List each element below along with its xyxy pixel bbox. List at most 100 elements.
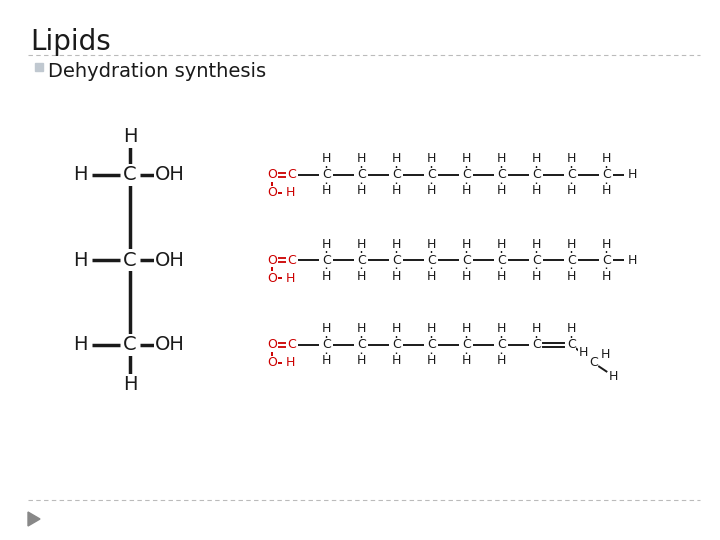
Text: H: H bbox=[531, 322, 541, 335]
Text: H: H bbox=[497, 269, 506, 282]
Text: H: H bbox=[356, 269, 366, 282]
Bar bbox=[35, 63, 43, 71]
Text: O: O bbox=[267, 272, 277, 285]
Text: C: C bbox=[589, 355, 598, 368]
Text: H: H bbox=[392, 185, 401, 198]
Text: H: H bbox=[73, 335, 87, 354]
Text: H: H bbox=[462, 322, 471, 335]
Text: H: H bbox=[497, 185, 506, 198]
Text: C: C bbox=[357, 168, 366, 181]
Text: O: O bbox=[267, 168, 277, 181]
Text: C: C bbox=[427, 168, 436, 181]
Text: H: H bbox=[322, 354, 331, 368]
Text: C: C bbox=[497, 253, 505, 267]
Text: H: H bbox=[567, 238, 576, 251]
Text: H: H bbox=[497, 152, 506, 165]
Text: C: C bbox=[497, 168, 505, 181]
Text: H: H bbox=[322, 322, 331, 335]
Text: C: C bbox=[532, 253, 541, 267]
Text: H: H bbox=[73, 165, 87, 185]
Text: H: H bbox=[531, 269, 541, 282]
Text: H: H bbox=[426, 152, 436, 165]
Text: H: H bbox=[356, 185, 366, 198]
Text: H: H bbox=[356, 354, 366, 368]
Text: H: H bbox=[462, 238, 471, 251]
Text: C: C bbox=[357, 339, 366, 352]
Text: C: C bbox=[462, 339, 471, 352]
Text: H: H bbox=[322, 152, 331, 165]
Text: C: C bbox=[462, 168, 471, 181]
Text: H: H bbox=[392, 238, 401, 251]
Text: H: H bbox=[392, 269, 401, 282]
Text: H: H bbox=[426, 269, 436, 282]
Text: H: H bbox=[322, 238, 331, 251]
Text: H: H bbox=[602, 185, 611, 198]
Text: H: H bbox=[392, 152, 401, 165]
Text: H: H bbox=[462, 152, 471, 165]
Text: H: H bbox=[531, 152, 541, 165]
Text: C: C bbox=[322, 253, 330, 267]
Text: H: H bbox=[285, 356, 294, 369]
Text: C: C bbox=[357, 253, 366, 267]
Text: H: H bbox=[73, 251, 87, 269]
Text: H: H bbox=[497, 322, 506, 335]
Text: H: H bbox=[579, 346, 588, 359]
Text: OH: OH bbox=[155, 335, 185, 354]
Text: C: C bbox=[532, 168, 541, 181]
Text: H: H bbox=[426, 354, 436, 368]
Text: C: C bbox=[287, 253, 296, 267]
Text: H: H bbox=[602, 152, 611, 165]
Text: H: H bbox=[285, 272, 294, 285]
Text: O: O bbox=[267, 339, 277, 352]
Text: OH: OH bbox=[155, 165, 185, 185]
Text: H: H bbox=[426, 185, 436, 198]
Text: C: C bbox=[322, 168, 330, 181]
Text: H: H bbox=[602, 238, 611, 251]
Text: H: H bbox=[567, 322, 576, 335]
Text: C: C bbox=[462, 253, 471, 267]
Text: H: H bbox=[462, 269, 471, 282]
Text: H: H bbox=[608, 369, 618, 382]
Text: C: C bbox=[567, 168, 575, 181]
Text: C: C bbox=[322, 339, 330, 352]
Text: O: O bbox=[267, 253, 277, 267]
Text: C: C bbox=[123, 335, 137, 354]
Text: C: C bbox=[123, 165, 137, 185]
Text: C: C bbox=[602, 168, 611, 181]
Text: C: C bbox=[567, 339, 575, 352]
Text: H: H bbox=[426, 238, 436, 251]
Text: H: H bbox=[497, 354, 506, 368]
Text: C: C bbox=[392, 168, 400, 181]
Text: H: H bbox=[600, 348, 610, 361]
Text: H: H bbox=[356, 152, 366, 165]
Text: Dehydration synthesis: Dehydration synthesis bbox=[48, 62, 266, 81]
Text: OH: OH bbox=[155, 251, 185, 269]
Text: H: H bbox=[392, 322, 401, 335]
Text: H: H bbox=[462, 185, 471, 198]
Text: H: H bbox=[462, 354, 471, 368]
Text: C: C bbox=[602, 253, 611, 267]
Text: H: H bbox=[531, 238, 541, 251]
Text: C: C bbox=[287, 168, 296, 181]
Text: H: H bbox=[122, 127, 138, 146]
Text: Lipids: Lipids bbox=[30, 28, 111, 56]
Text: C: C bbox=[567, 253, 575, 267]
Text: H: H bbox=[628, 253, 637, 267]
Text: H: H bbox=[122, 375, 138, 395]
Text: O: O bbox=[267, 356, 277, 369]
Text: H: H bbox=[322, 269, 331, 282]
Text: H: H bbox=[356, 322, 366, 335]
Text: H: H bbox=[567, 185, 576, 198]
Text: H: H bbox=[602, 269, 611, 282]
Text: H: H bbox=[322, 185, 331, 198]
Text: C: C bbox=[427, 253, 436, 267]
Text: H: H bbox=[285, 186, 294, 199]
Text: C: C bbox=[427, 339, 436, 352]
Text: C: C bbox=[392, 253, 400, 267]
Text: H: H bbox=[356, 238, 366, 251]
Text: C: C bbox=[123, 251, 137, 269]
Polygon shape bbox=[28, 512, 40, 526]
Text: C: C bbox=[287, 339, 296, 352]
Text: C: C bbox=[497, 339, 505, 352]
Text: H: H bbox=[531, 185, 541, 198]
